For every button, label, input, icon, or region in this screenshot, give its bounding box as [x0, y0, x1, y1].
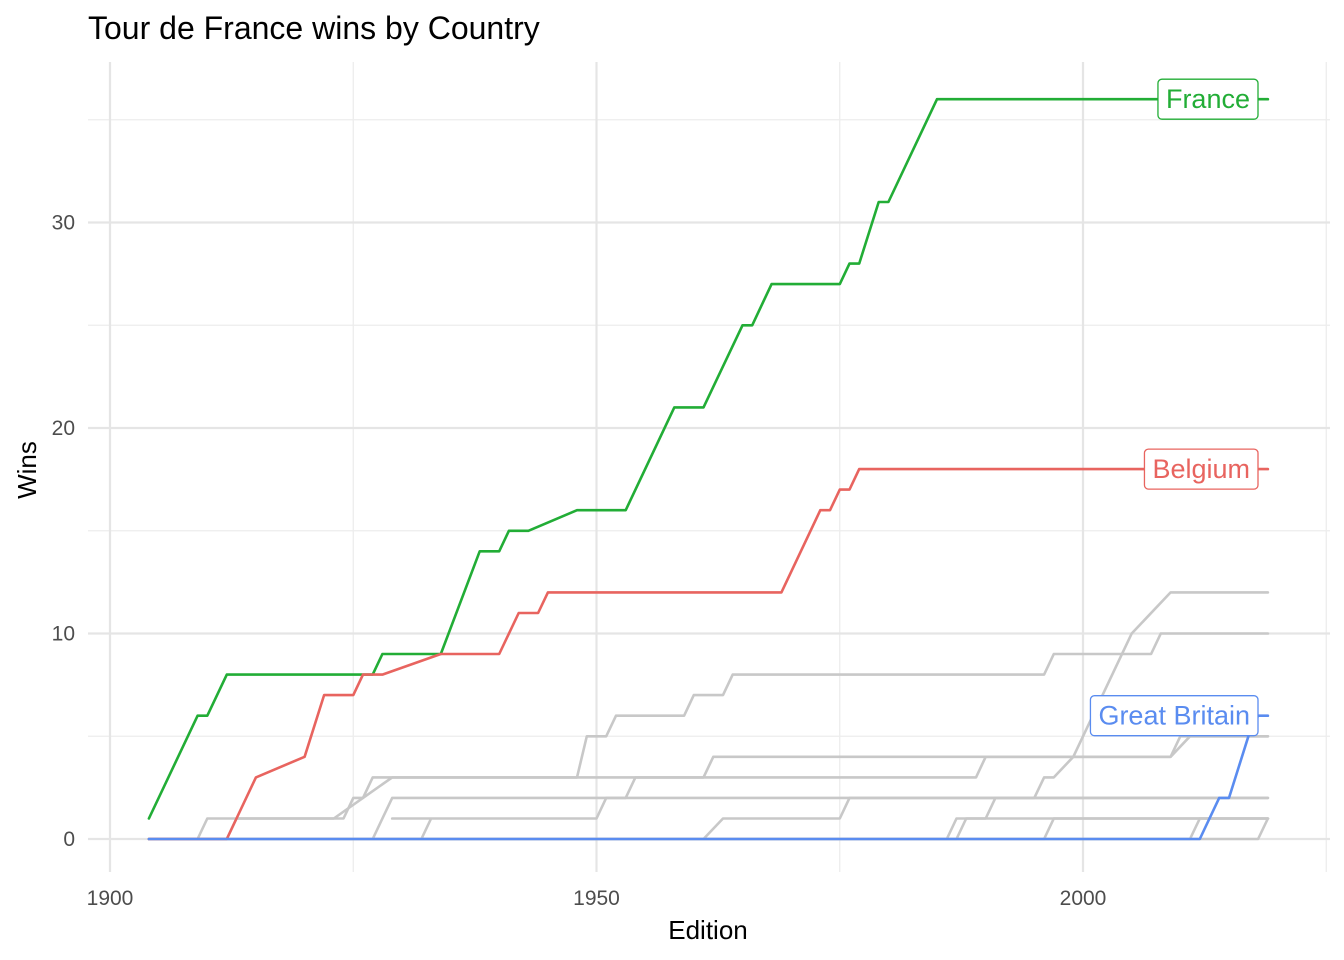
series-label-box: [1143, 448, 1259, 490]
series-line-other: [147, 817, 1270, 841]
series-lines: [147, 97, 1270, 841]
series-line-other: [147, 796, 1270, 841]
series-line-belgium: [147, 467, 1270, 841]
series-line-other: [147, 817, 1270, 841]
series-label-text: Belgium: [1152, 454, 1250, 484]
series-line-other: [147, 591, 1270, 841]
series-label-france: France: [1157, 78, 1259, 120]
series-label-text: France: [1166, 84, 1250, 114]
y-tick-label: 10: [52, 623, 75, 646]
x-axis-title: Edition: [668, 915, 748, 945]
series-line-other: [147, 817, 1270, 841]
series-line-other: [147, 632, 1270, 841]
series-line-other: [147, 817, 1270, 841]
series-label-box: [1089, 695, 1259, 737]
y-tick-label: 0: [63, 828, 75, 851]
series-line-other: [147, 735, 1270, 841]
y-tick-label: 30: [52, 212, 75, 235]
series-label-box: [1157, 78, 1259, 120]
tick-labels: 1900 1950 2000 0 10 20 30: [52, 212, 1107, 911]
y-tick-label: 20: [52, 417, 75, 440]
series-line-other: [147, 796, 1270, 841]
series-label-great-britain: Great Britain: [1089, 695, 1259, 737]
series-line-other: [147, 735, 1270, 841]
y-axis-title: Wins: [12, 441, 42, 499]
x-tick-label: 2000: [1060, 887, 1107, 910]
grid: [88, 62, 1330, 872]
series-label-belgium: Belgium: [1143, 448, 1259, 490]
x-tick-label: 1950: [573, 887, 620, 910]
chart-title: Tour de France wins by Country: [88, 10, 540, 46]
series-label-text: Great Britain: [1098, 701, 1250, 731]
series-labels: France Belgium Great Britain: [1089, 78, 1259, 737]
x-tick-label: 1900: [87, 887, 134, 910]
